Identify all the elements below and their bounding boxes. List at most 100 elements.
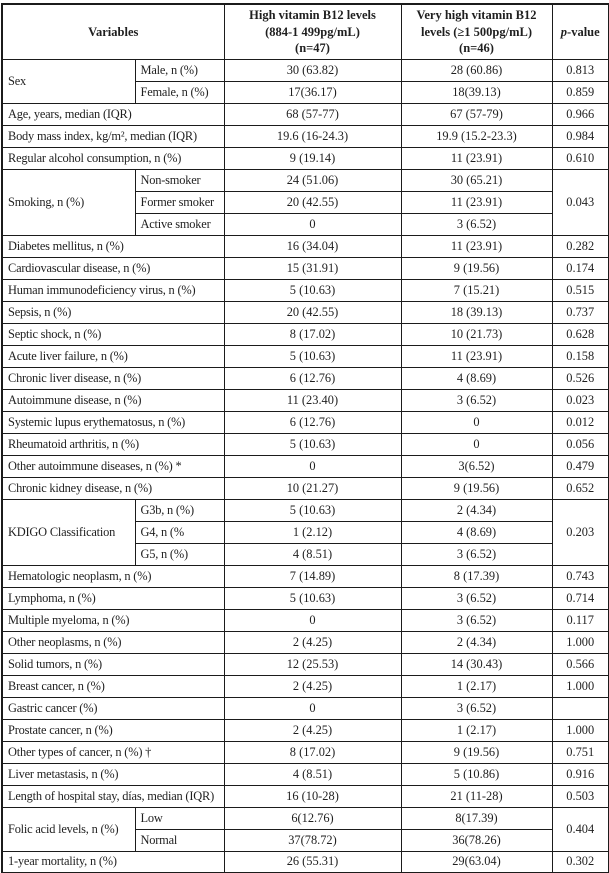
pvalue-cell: 0.503 [551, 784, 609, 808]
pvalue-cell: 1.000 [551, 718, 609, 742]
value-high-b12-cell: 26 (55.31) [223, 850, 402, 873]
pvalue-cell: 0.174 [551, 256, 609, 280]
value-very-high-b12-cell: 8(17.39) [400, 806, 553, 830]
table-row: Regular alcohol consumption, n (%) 9 (19.… [1, 146, 609, 170]
variable-cell: Rheumatoid arthritis, n (%) [1, 432, 225, 456]
variable-cell: Chronic liver disease, n (%) [1, 366, 225, 390]
table-row: Multiple myeloma, n (%) 0 3 (6.52) 0.117 [1, 608, 609, 632]
value-very-high-b12-cell: 14 (30.43) [400, 652, 553, 676]
variable-cell: Prostate cancer, n (%) [1, 718, 225, 742]
pvalue-cell: 0.282 [551, 234, 609, 258]
value-high-b12-cell: 9 (19.14) [223, 146, 402, 170]
value-high-b12-cell: 37(78.72) [223, 828, 402, 852]
value-very-high-b12-cell: 28 (60.86) [400, 58, 553, 82]
value-high-b12-cell: 15 (31.91) [223, 256, 402, 280]
header-pvalue-italic-p: p [560, 24, 568, 39]
pvalue-cell: 0.984 [551, 124, 609, 148]
table-row: Autoimmune disease, n (%) 11 (23.40) 3 (6.… [1, 388, 609, 412]
value-high-b12-cell: 0 [223, 608, 402, 632]
value-very-high-b12-cell: 19.9 (15.2-23.3) [400, 124, 553, 148]
header-high-b12: High vitamin B12 levels (884-1 499pg/mL)… [223, 3, 402, 60]
pvalue-cell: 0.628 [551, 322, 609, 346]
sub-variable-cell: G3b, n (%) [134, 498, 225, 522]
header-variables-label: Variables [88, 24, 139, 39]
value-high-b12-cell: 6 (12.76) [223, 366, 402, 390]
table-row: Body mass index, kg/m², median (IQR) 19.6… [1, 124, 609, 148]
header-row: Variables High vitamin B12 levels (884-1… [1, 3, 609, 60]
pvalue-cell: 0.566 [551, 652, 609, 676]
value-high-b12-cell: 8 (17.02) [223, 322, 402, 346]
value-high-b12-cell: 12 (25.53) [223, 652, 402, 676]
value-very-high-b12-cell: 67 (57-79) [400, 102, 553, 126]
table-row: Diabetes mellitus, n (%) 16 (34.04) 11 (23… [1, 234, 609, 258]
value-high-b12-cell: 5 (10.63) [223, 432, 402, 456]
value-high-b12-cell: 5 (10.63) [223, 586, 402, 610]
header-pvalue-rest: -value [567, 24, 600, 39]
sub-variable-cell: Low [134, 806, 225, 830]
variable-cell: Systemic lupus erythematosus, n (%) [1, 410, 225, 434]
baseline-characteristics-table: Variables High vitamin B12 levels (884-1… [1, 3, 609, 873]
pvalue-cell: 0.023 [551, 388, 609, 412]
value-very-high-b12-cell: 18 (39.13) [400, 300, 553, 324]
variable-cell: Lymphoma, n (%) [1, 586, 225, 610]
variable-cell: Hematologic neoplasm, n (%) [1, 564, 225, 588]
table-header: Variables High vitamin B12 levels (884-1… [1, 3, 609, 60]
variable-cell: Age, years, median (IQR) [1, 102, 225, 126]
value-high-b12-cell: 11 (23.40) [223, 388, 402, 412]
value-very-high-b12-cell: 3 (6.52) [400, 542, 553, 566]
table-row: 1-year mortality, n (%) 26 (55.31) 29(63.0… [1, 850, 609, 873]
table-row: Sepsis, n (%) 20 (42.55) 18 (39.13) 0.737 [1, 300, 609, 324]
value-very-high-b12-cell: 9 (19.56) [400, 476, 553, 500]
value-high-b12-cell: 16 (34.04) [223, 234, 402, 258]
value-very-high-b12-cell: 0 [400, 432, 553, 456]
value-very-high-b12-cell: 2 (4.34) [400, 498, 553, 522]
value-very-high-b12-cell: 3 (6.52) [400, 388, 553, 412]
value-high-b12-cell: 20 (42.55) [223, 190, 402, 214]
sub-variable-cell: Normal [134, 828, 225, 852]
value-very-high-b12-cell: 7 (15.21) [400, 278, 553, 302]
value-very-high-b12-cell: 18(39.13) [400, 80, 553, 104]
header-high-b12-line3: (n=47) [295, 40, 330, 55]
value-very-high-b12-cell: 3 (6.52) [400, 696, 553, 720]
value-high-b12-cell: 8 (17.02) [223, 740, 402, 764]
pvalue-cell: 0.302 [551, 850, 609, 873]
variable-cell: Multiple myeloma, n (%) [1, 608, 225, 632]
value-high-b12-cell: 24 (51.06) [223, 168, 402, 192]
variable-cell: Sepsis, n (%) [1, 300, 225, 324]
variable-cell: Body mass index, kg/m², median (IQR) [1, 124, 225, 148]
value-very-high-b12-cell: 9 (19.56) [400, 740, 553, 764]
pvalue-cell: 0.404 [551, 806, 609, 852]
value-very-high-b12-cell: 30 (65.21) [400, 168, 553, 192]
value-very-high-b12-cell: 11 (23.91) [400, 344, 553, 368]
table-row: Breast cancer, n (%) 2 (4.25) 1 (2.17) 1.00… [1, 674, 609, 698]
pvalue-cell: 0.043 [551, 168, 609, 236]
value-very-high-b12-cell: 1 (2.17) [400, 674, 553, 698]
value-very-high-b12-cell: 10 (21.73) [400, 322, 553, 346]
value-very-high-b12-cell: 3(6.52) [400, 454, 553, 478]
value-high-b12-cell: 68 (57-77) [223, 102, 402, 126]
value-high-b12-cell: 30 (63.82) [223, 58, 402, 82]
value-high-b12-cell: 5 (10.63) [223, 344, 402, 368]
value-high-b12-cell: 16 (10-28) [223, 784, 402, 808]
variable-cell: Breast cancer, n (%) [1, 674, 225, 698]
value-very-high-b12-cell: 11 (23.91) [400, 234, 553, 258]
pvalue-cell: 0.813 [551, 58, 609, 82]
table-row: Length of hospital stay, días, median (I… [1, 784, 609, 808]
value-high-b12-cell: 2 (4.25) [223, 718, 402, 742]
value-high-b12-cell: 7 (14.89) [223, 564, 402, 588]
pvalue-cell: 0.056 [551, 432, 609, 456]
pvalue-cell: 0.743 [551, 564, 609, 588]
variable-cell: Septic shock, n (%) [1, 322, 225, 346]
pvalue-cell: 0.859 [551, 80, 609, 104]
table-row: Prostate cancer, n (%) 2 (4.25) 1 (2.17) 1.… [1, 718, 609, 742]
value-very-high-b12-cell: 11 (23.91) [400, 146, 553, 170]
pvalue-cell: 0.610 [551, 146, 609, 170]
value-high-b12-cell: 2 (4.25) [223, 630, 402, 654]
value-very-high-b12-cell: 3 (6.52) [400, 586, 553, 610]
pvalue-cell: 0.652 [551, 476, 609, 500]
pvalue-cell: 1.000 [551, 674, 609, 698]
value-very-high-b12-cell: 4 (8.69) [400, 520, 553, 544]
table-row: Sex Male, n (%) 30 (63.82) 28 (60.86) 0.813 [1, 58, 609, 104]
variable-cell: 1-year mortality, n (%) [1, 850, 225, 873]
